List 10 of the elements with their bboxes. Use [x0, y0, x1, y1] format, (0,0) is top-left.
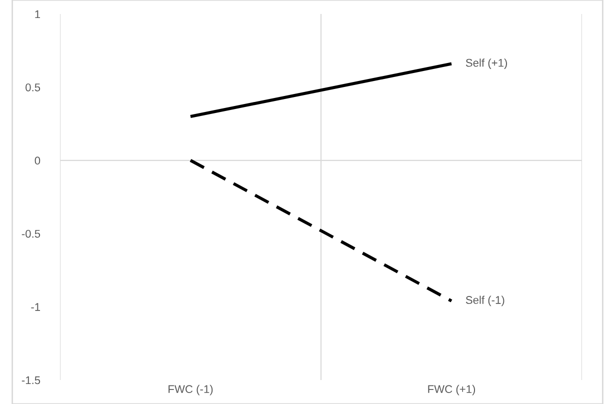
series-label: Self (-1) — [466, 296, 504, 306]
y-tick-label: 1 — [35, 10, 40, 18]
y-tick-label: 0.5 — [26, 83, 40, 92]
y-tick-label: -1 — [31, 303, 40, 311]
x-tick-label: FWC (+1) — [428, 384, 476, 396]
y-tick-label: -0.5 — [22, 230, 40, 238]
x-tick-label: FWC (-1) — [168, 384, 213, 396]
y-tick-label: 0 — [34, 156, 40, 165]
series-label: Self (+1) — [466, 58, 507, 69]
y-tick-label: -1.5 — [22, 376, 40, 384]
